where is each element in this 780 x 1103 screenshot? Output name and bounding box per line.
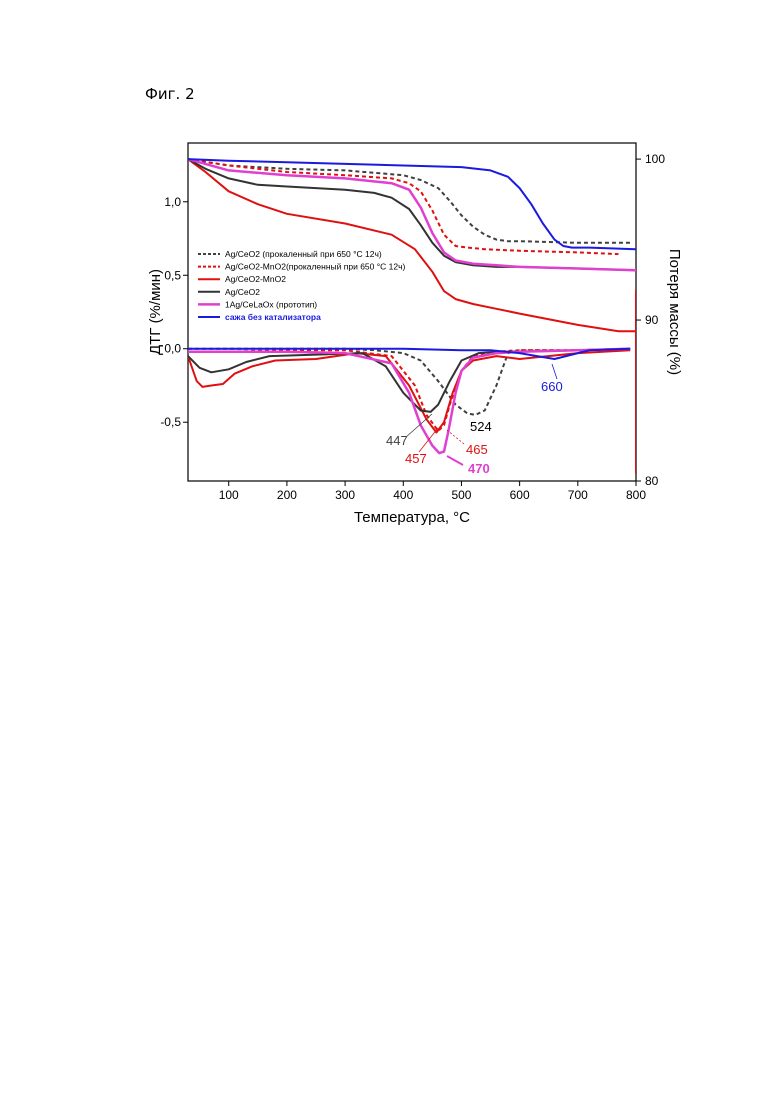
- legend-label-5: сажа без катализатора: [225, 312, 321, 322]
- x-tick-label-7: 800: [626, 488, 646, 502]
- y-left-tick-label-3: 1,0: [164, 195, 181, 209]
- peak-label-3: 470: [468, 461, 490, 476]
- peak-label-4: 524: [470, 419, 492, 434]
- dtg-curve-4: [188, 349, 630, 453]
- y-left-tick-label-2: 0,5: [164, 268, 181, 282]
- x-tick-label-6: 700: [568, 488, 588, 502]
- peak-label-2: 465: [466, 442, 488, 457]
- legend: Ag/CeO2 (прокаленный при 650 °C 12ч) Ag/C…: [198, 249, 406, 322]
- dtg-curve-3: [188, 349, 630, 412]
- legend-label-1: Ag/CeO2-MnO2(прокаленный при 650 °C 12ч): [225, 262, 406, 272]
- x-tick-label-3: 400: [393, 488, 413, 502]
- x-tick-label-0: 100: [219, 488, 239, 502]
- x-axis-label: Температура, °C: [354, 509, 470, 526]
- peak-pointer-5: [552, 364, 557, 379]
- dtg-curve-0: [188, 349, 630, 415]
- legend-label-0: Ag/CeO2 (прокаленный при 650 °C 12ч): [225, 249, 382, 259]
- y-right-tick-label-1: 90: [645, 313, 659, 327]
- dtg-curve-1: [188, 349, 630, 431]
- peak-pointer-3: [447, 456, 463, 465]
- y-axis-right-label: Потеря массы (%): [666, 249, 683, 375]
- peak-annotations: 447 457 465 470 524 660: [386, 364, 563, 476]
- y-right-tick-label-2: 100: [645, 152, 665, 166]
- peak-label-0: 447: [386, 433, 408, 448]
- y-right-tick-label-0: 80: [645, 474, 659, 488]
- peak-label-1: 457: [405, 451, 427, 466]
- legend-label-3: Ag/CeO2: [225, 287, 260, 297]
- y-axis-left-label: ДТГ (%/мин): [147, 269, 164, 355]
- dtg-tg-chart: 100 200 300 400 500 600 700 800 -0,5 0,0 0,5 1,0 80 9…: [0, 0, 780, 560]
- x-tick-label-5: 600: [510, 488, 530, 502]
- legend-label-2: Ag/CeO2-MnO2: [225, 274, 286, 284]
- y-left-tick-label-1: 0,0: [164, 342, 181, 356]
- peak-label-5: 660: [541, 379, 563, 394]
- x-tick-label-1: 200: [277, 488, 297, 502]
- x-tick-label-2: 300: [335, 488, 355, 502]
- peak-pointer-2: [447, 430, 464, 444]
- y-left-tick-label-0: -0,5: [160, 415, 181, 429]
- legend-label-4: 1Ag/CeLaOx (прототип): [225, 299, 317, 309]
- x-tick-label-4: 500: [451, 488, 471, 502]
